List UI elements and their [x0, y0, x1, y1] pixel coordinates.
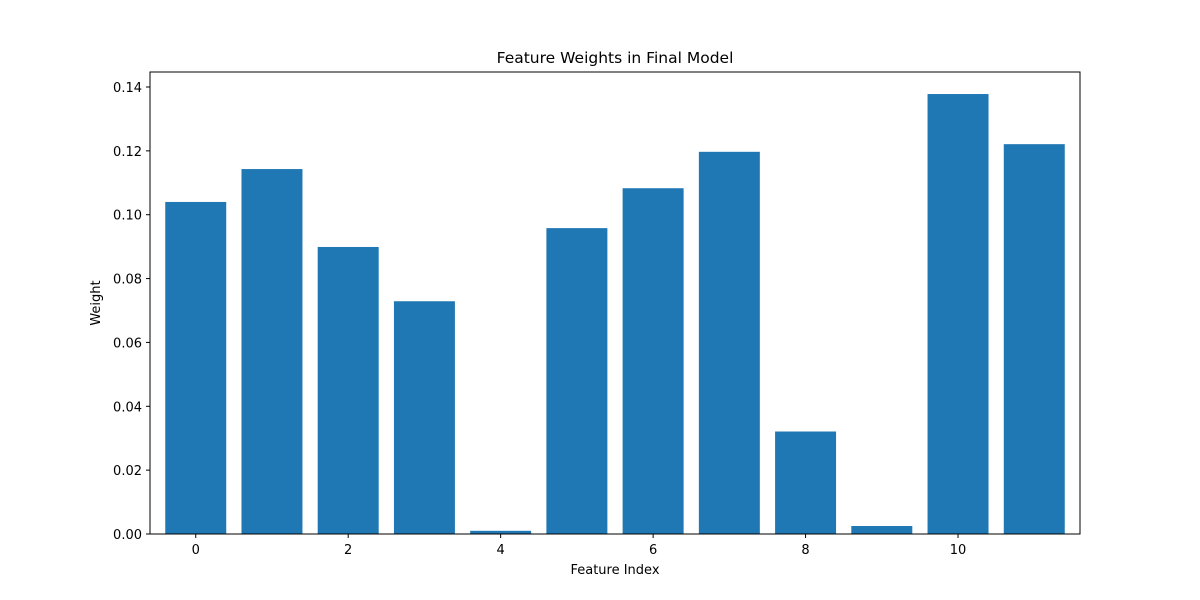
- bar-feature-5: [546, 228, 608, 534]
- bar-feature-6: [622, 188, 684, 534]
- y-axis: 0.00 0.02 0.04 0.06 0.08 0.10 0.12 0.14: [113, 81, 150, 543]
- x-tick-label: 6: [649, 543, 657, 558]
- plot-frame: [149, 71, 1081, 535]
- bar-feature-4: [470, 530, 532, 534]
- bar-feature-11: [1003, 144, 1065, 534]
- bar-feature-3: [393, 301, 455, 534]
- chart-title: Feature Weights in Final Model: [497, 49, 734, 67]
- bar-feature-7: [698, 151, 760, 534]
- y-tick-label: 0.02: [113, 464, 142, 479]
- x-axis: 0 2 4 6 8 10: [192, 534, 967, 558]
- bar-feature-0: [165, 201, 227, 534]
- bar-feature-2: [317, 246, 379, 535]
- bar-feature-10: [927, 94, 989, 535]
- x-tick-label: 4: [497, 543, 505, 558]
- y-tick-label: 0.06: [113, 336, 142, 351]
- x-tick-label: 0: [192, 543, 200, 558]
- y-tick-label: 0.10: [113, 209, 142, 224]
- x-tick-label: 8: [801, 543, 809, 558]
- x-tick-label: 10: [950, 543, 967, 558]
- y-axis-label: Weight: [89, 280, 104, 325]
- y-tick-label: 0.00: [113, 528, 142, 543]
- bar-feature-8: [775, 431, 837, 534]
- y-tick-label: 0.12: [113, 145, 142, 160]
- x-axis-label: Feature Index: [570, 563, 659, 578]
- bars: [165, 94, 1065, 535]
- y-tick-label: 0.04: [113, 400, 142, 415]
- y-tick-label: 0.14: [113, 81, 142, 96]
- x-tick-label: 2: [344, 543, 352, 558]
- y-tick-label: 0.08: [113, 273, 142, 288]
- bar-feature-9: [851, 526, 913, 534]
- bar-feature-1: [241, 169, 303, 534]
